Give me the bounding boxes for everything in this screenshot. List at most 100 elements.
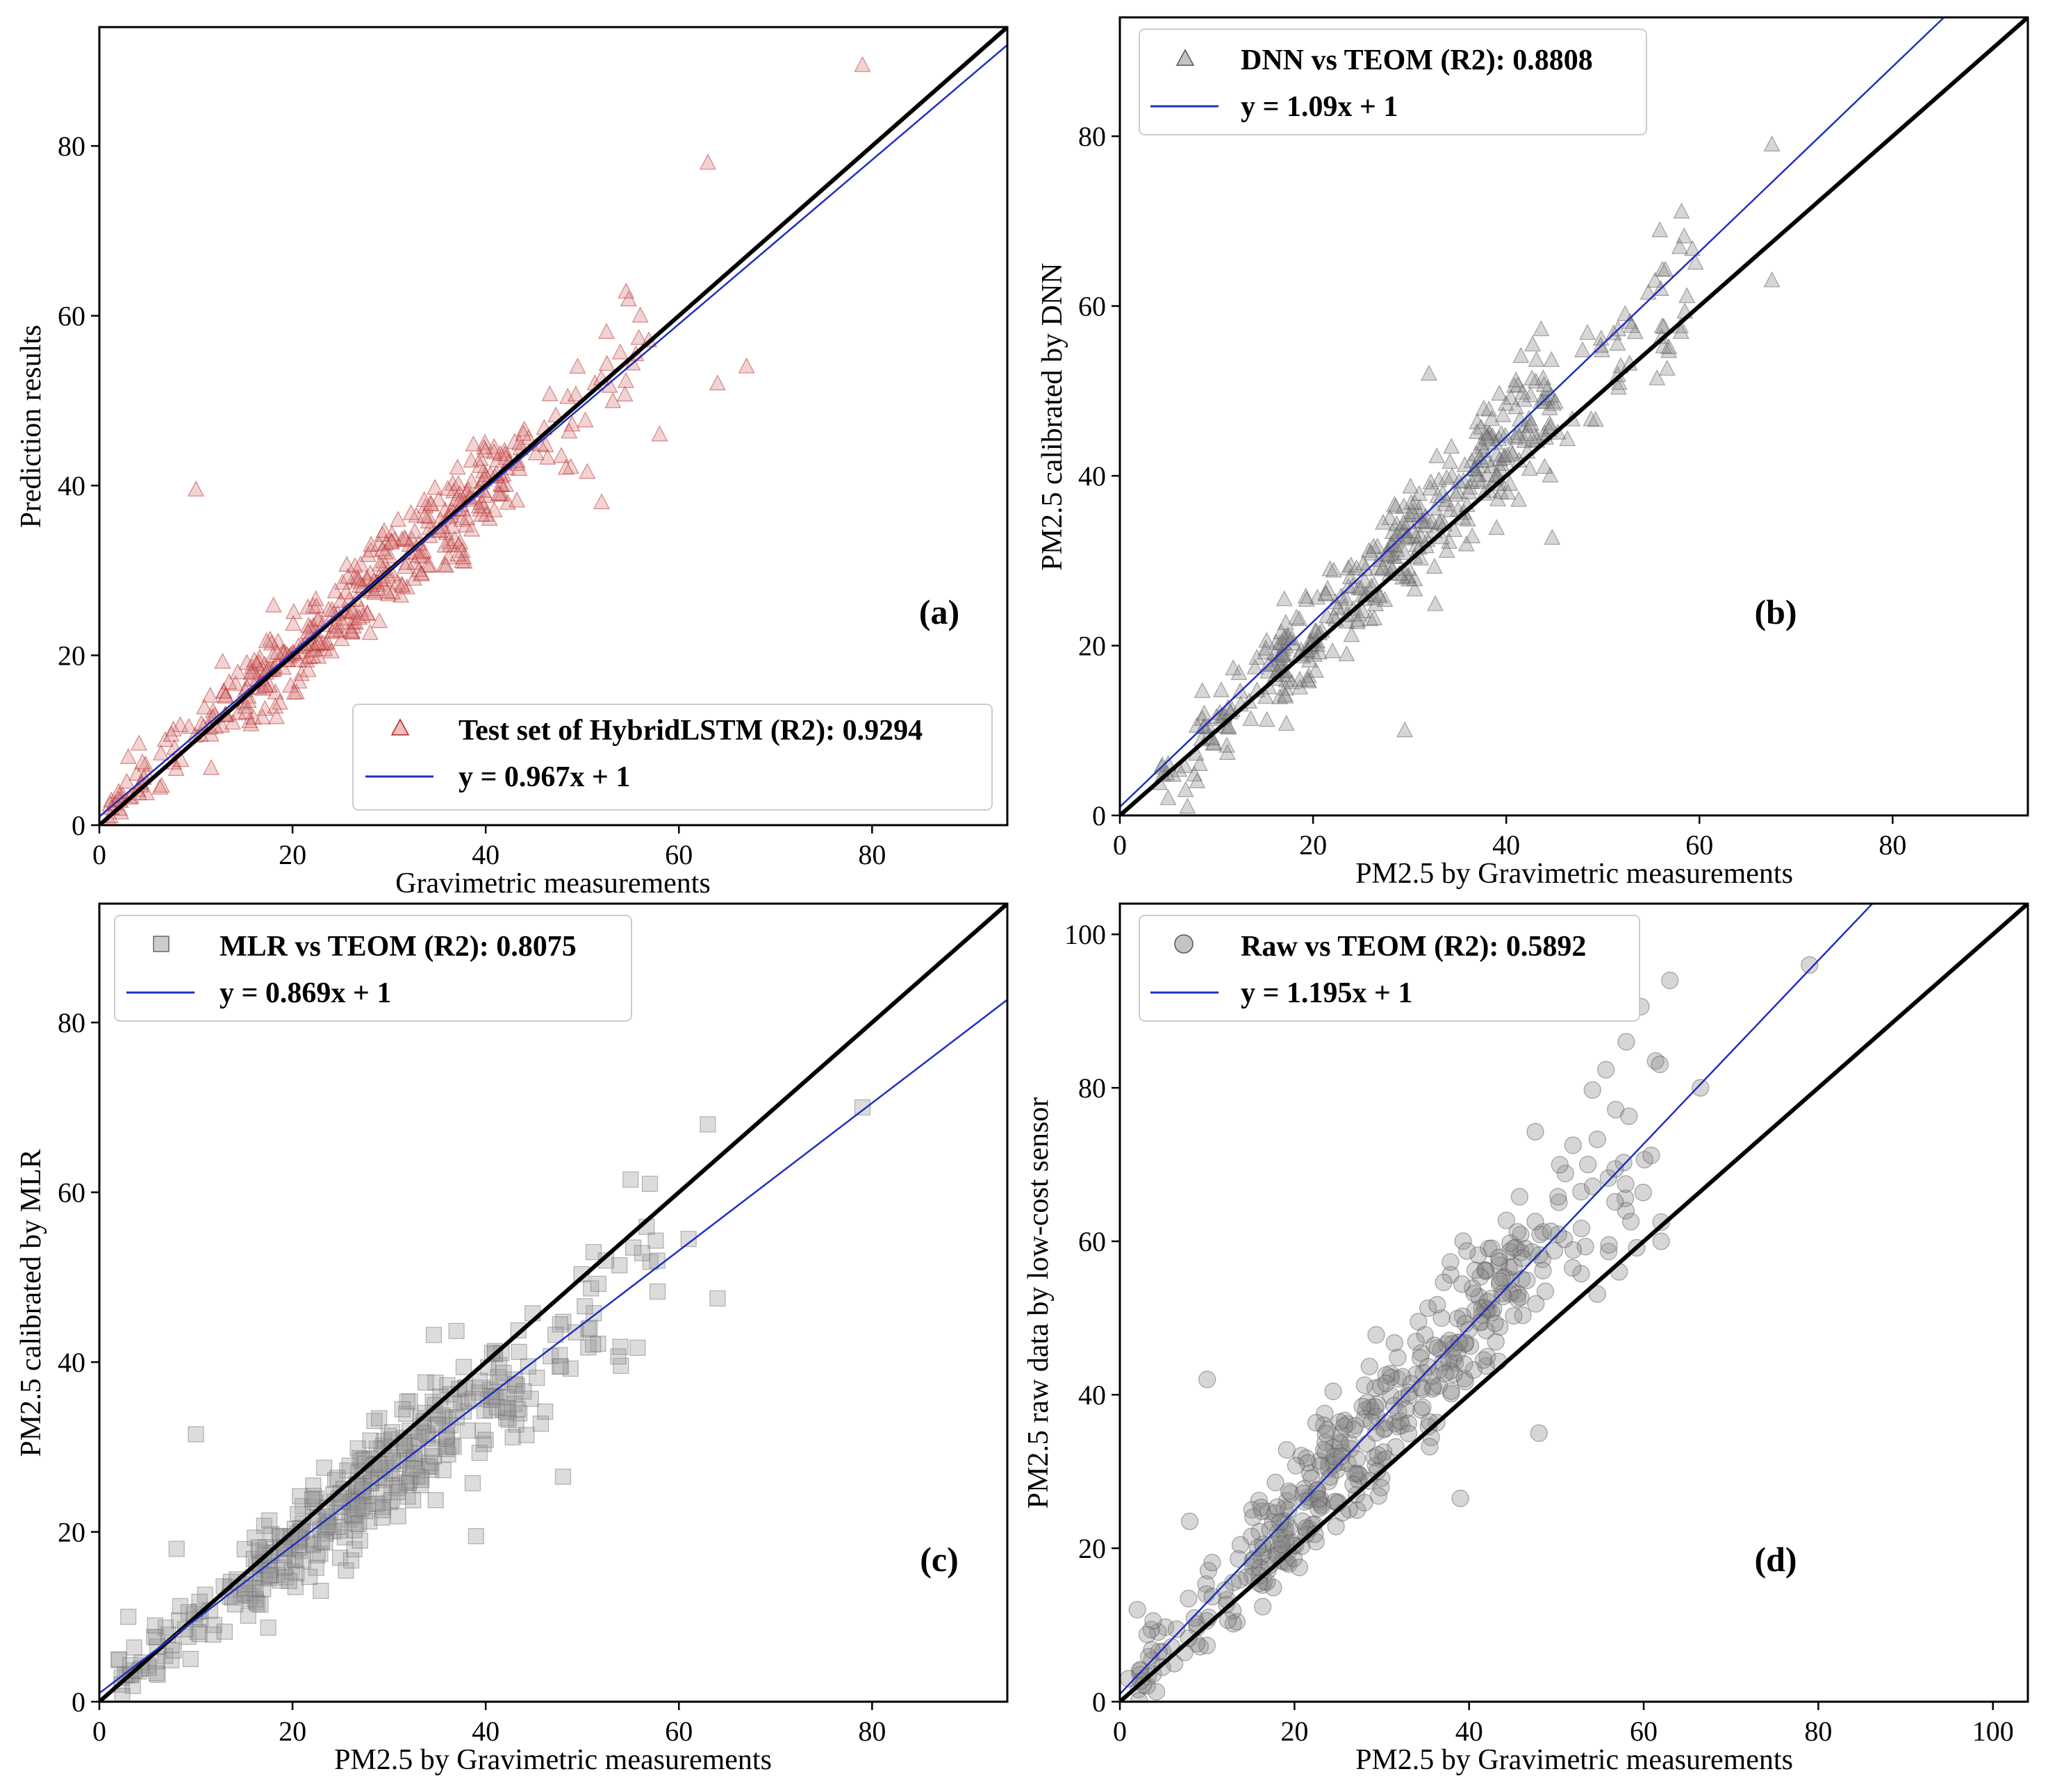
p0-scatter-point [166,738,183,755]
p3-scatter-point [1588,1130,1606,1148]
p2-scatter-point [275,1528,292,1545]
p1-scatter-point [1450,472,1467,489]
p3-scatter-point [1369,1446,1387,1464]
p2-scatter-point [349,1500,366,1517]
p2-scatter-point [438,1441,455,1457]
p1-scatter-point [1337,590,1355,606]
p0-scatter-point [416,507,433,524]
p2-scatter-point [374,1498,391,1516]
p2-scatter-point [120,1609,137,1625]
p0-scatter-point [196,698,213,715]
p1-scatter-point [1177,781,1194,797]
p1-scatter-point [1319,579,1336,596]
p3-scatter-point [1346,1464,1364,1482]
p1-xtick-label: 40 [1492,829,1520,861]
p0-scatter-point [557,458,575,475]
p2-scatter-point [552,1358,568,1375]
p2-scatter-point [290,1506,306,1523]
p2-scatter-point [344,1506,361,1523]
p2-scatter-point [418,1425,435,1442]
panel-b-ticks: 0 20 40 60 80 0 20 40 60 80 [1078,121,1906,861]
p2-scatter-point [504,1429,521,1445]
p2-scatter-point [390,1484,406,1500]
p2-scatter-point [573,1266,590,1283]
p3-scatter-point [1615,1154,1633,1172]
p2-scatter-point [168,1541,185,1557]
p3-scatter-point [1266,1473,1285,1491]
p2-scatter-point [423,1461,440,1478]
p1-scatter-point [1400,559,1417,576]
p3-scatter-point [1149,1623,1167,1641]
p2-scatter-point [374,1509,390,1526]
p1-scatter-point [1610,379,1627,395]
p2-scatter-point [437,1438,454,1455]
p0-scatter-point [377,543,394,560]
p0-scatter-point [327,621,345,638]
p3-scatter-point [1397,1400,1415,1418]
p3-scatter-point [1432,1309,1451,1327]
p2-scatter-point [418,1374,434,1391]
p3-scatter-point [1419,1418,1437,1436]
p3-scatter-point [1564,1241,1583,1259]
p2-scatter-point [552,1347,568,1363]
p1-fit-line [1120,17,1946,808]
p2-scatter-point [256,1518,273,1534]
p3-scatter-point [1508,1290,1526,1308]
p2-scatter-point [316,1518,333,1534]
p0-scatter-point [490,484,507,501]
p3-scatter-point [1332,1434,1350,1453]
p0-scatter-point [459,509,476,525]
p0-scatter-point [561,422,578,439]
p0-scatter-point [242,663,260,680]
p2-scatter-point [275,1547,292,1563]
p3-scatter-point [1530,1424,1548,1442]
p2-scatter-point [353,1452,370,1469]
p0-scatter-point [579,463,596,479]
p2-scatter-point [562,1360,579,1377]
p0-scatter-point [244,662,261,679]
p1-scatter-point [1649,369,1666,385]
p2-scatter-point [276,1559,292,1576]
p2-scatter-point [383,1477,400,1493]
panel-b-label: (b) [1754,592,1797,631]
p2-scatter-point [529,1370,545,1386]
p2-scatter-point [236,1541,253,1557]
p2-scatter-point [157,1619,174,1636]
p0-scatter-point [165,720,182,737]
p1-scatter-point [1371,587,1389,604]
p3-scatter-point [1231,1536,1250,1554]
p3-scatter-point [1456,1334,1475,1352]
p0-scatter-point [444,517,461,534]
p3-scatter-point [1185,1609,1203,1627]
p2-scatter-point [511,1405,528,1422]
p1-scatter-point [1559,430,1576,447]
p1-scatter-point [1510,427,1528,444]
p2-scatter-point [532,1416,550,1432]
p3-scatter-point [1419,1299,1437,1318]
p2-scatter-point [240,1607,256,1624]
p1-scatter-point [1609,334,1626,351]
p2-scatter-point [124,1677,141,1694]
p3-xtick-label: 80 [1804,1716,1832,1747]
p1-xtick-label: 20 [1299,829,1327,861]
p2-scatter-point [332,1522,349,1538]
p0-scatter-point [285,603,302,620]
panel-a-frame [98,26,1009,827]
p0-scatter-point [311,634,329,651]
p1-scatter-point [1325,608,1342,624]
p2-scatter-point [180,1628,197,1645]
p2-scatter-point [295,1498,311,1514]
p3-scatter-point [1332,1447,1351,1466]
p2-scatter-point [518,1427,535,1443]
p1-scatter-point [1382,545,1399,561]
p3-xtick-label: 20 [1280,1716,1308,1747]
p2-scatter-point [498,1410,515,1427]
p2-scatter-point [376,1433,393,1450]
p3-scatter-point [1606,1193,1624,1211]
p3-scatter-point [1199,1561,1218,1579]
p3-scatter-point [1583,1177,1602,1195]
p1-ytick-label: 80 [1078,121,1106,152]
p1-scatter-point [1523,431,1541,447]
p2-scatter-point [368,1461,384,1478]
p3-scatter-point [1298,1454,1317,1472]
